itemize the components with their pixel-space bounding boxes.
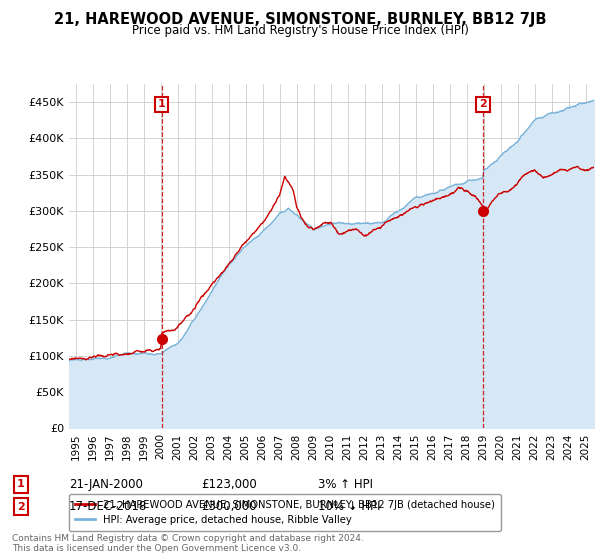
Text: £123,000: £123,000	[201, 478, 257, 491]
Text: 21-JAN-2000: 21-JAN-2000	[69, 478, 143, 491]
Text: 10% ↓ HPI: 10% ↓ HPI	[318, 500, 380, 514]
Text: Price paid vs. HM Land Registry's House Price Index (HPI): Price paid vs. HM Land Registry's House …	[131, 24, 469, 36]
Text: 2: 2	[17, 502, 25, 512]
Text: £300,000: £300,000	[201, 500, 257, 514]
Text: Contains HM Land Registry data © Crown copyright and database right 2024.
This d: Contains HM Land Registry data © Crown c…	[12, 534, 364, 553]
Text: 2: 2	[479, 99, 487, 109]
Text: 3% ↑ HPI: 3% ↑ HPI	[318, 478, 373, 491]
Text: 1: 1	[17, 479, 25, 489]
Text: 1: 1	[158, 99, 166, 109]
Text: 17-DEC-2018: 17-DEC-2018	[69, 500, 147, 514]
Text: 21, HAREWOOD AVENUE, SIMONSTONE, BURNLEY, BB12 7JB: 21, HAREWOOD AVENUE, SIMONSTONE, BURNLEY…	[54, 12, 546, 27]
Legend: 21, HAREWOOD AVENUE, SIMONSTONE, BURNLEY, BB12 7JB (detached house), HPI: Averag: 21, HAREWOOD AVENUE, SIMONSTONE, BURNLEY…	[69, 494, 500, 531]
